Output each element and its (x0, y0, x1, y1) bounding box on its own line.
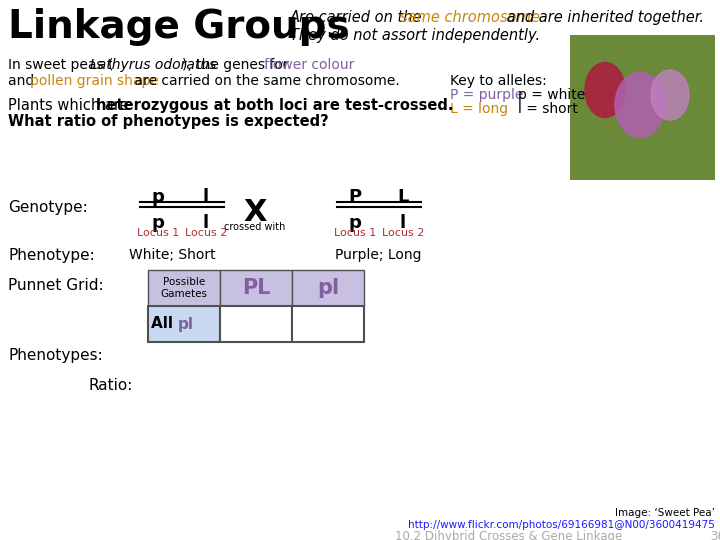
Text: White; Short: White; Short (129, 248, 215, 262)
Text: Ratio:: Ratio: (88, 378, 132, 393)
Text: Locus 1: Locus 1 (334, 228, 376, 238)
Text: P = purple: P = purple (450, 88, 523, 102)
Text: Locus 2: Locus 2 (382, 228, 424, 238)
Text: pl: pl (317, 278, 339, 298)
Text: p: p (152, 188, 164, 206)
FancyBboxPatch shape (148, 270, 220, 306)
Text: They do not assort independently.: They do not assort independently. (290, 28, 540, 43)
Text: X: X (243, 198, 266, 227)
Text: pl: pl (178, 316, 194, 332)
Text: crossed with: crossed with (225, 222, 286, 232)
Text: In sweet peas (: In sweet peas ( (8, 58, 114, 72)
Text: Locus 2: Locus 2 (185, 228, 228, 238)
FancyBboxPatch shape (220, 270, 292, 306)
Text: flower colour: flower colour (264, 58, 354, 72)
Ellipse shape (615, 72, 665, 138)
Text: Key to alleles:: Key to alleles: (450, 74, 546, 88)
Text: Genotype:: Genotype: (8, 200, 88, 215)
Text: Image: ‘Sweet Pea’: Image: ‘Sweet Pea’ (615, 508, 715, 518)
Bar (570, 35, 715, 180)
Text: All: All (150, 316, 178, 332)
Text: l: l (203, 188, 209, 206)
Text: http://www.flickr.com/photos/69166981@N00/3600419475: http://www.flickr.com/photos/69166981@N0… (408, 520, 715, 530)
Text: l: l (203, 214, 209, 232)
Text: p = white: p = white (518, 88, 585, 102)
Text: 10.2 Dihybrid Crosses & Gene Linkage: 10.2 Dihybrid Crosses & Gene Linkage (395, 530, 622, 540)
Text: p: p (348, 214, 361, 232)
FancyBboxPatch shape (292, 306, 364, 342)
Text: Linkage Groups: Linkage Groups (8, 8, 350, 46)
Text: are carried on the same chromosome.: are carried on the same chromosome. (130, 74, 400, 88)
Text: heterozygous at both loci are test-crossed.: heterozygous at both loci are test-cross… (96, 98, 454, 113)
FancyBboxPatch shape (292, 270, 364, 306)
Text: P: P (348, 188, 361, 206)
Text: Lathyrus odoratus: Lathyrus odoratus (90, 58, 217, 72)
Text: and: and (8, 74, 39, 88)
Text: Phenotypes:: Phenotypes: (8, 348, 103, 363)
Text: l = short: l = short (518, 102, 578, 116)
Text: Locus 1: Locus 1 (137, 228, 179, 238)
Text: L: L (397, 188, 409, 206)
Ellipse shape (651, 70, 689, 120)
Text: l: l (400, 214, 406, 232)
Text: and are inherited together.: and are inherited together. (502, 10, 704, 25)
Text: Phenotype:: Phenotype: (8, 248, 95, 263)
Text: What ratio of phenotypes is expected?: What ratio of phenotypes is expected? (8, 114, 329, 129)
Ellipse shape (585, 63, 625, 118)
Text: Punnet Grid:: Punnet Grid: (8, 278, 104, 293)
FancyBboxPatch shape (148, 306, 220, 342)
Text: Purple; Long: Purple; Long (335, 248, 421, 262)
Text: Possible
Gametes: Possible Gametes (161, 277, 207, 299)
Text: p: p (152, 214, 164, 232)
Text: L = long: L = long (450, 102, 508, 116)
Text: 36: 36 (710, 530, 720, 540)
Text: PL: PL (242, 278, 270, 298)
Text: same chromosome: same chromosome (400, 10, 540, 25)
FancyBboxPatch shape (220, 306, 292, 342)
Text: Are carried on the: Are carried on the (290, 10, 427, 25)
Text: pollen grain shape: pollen grain shape (30, 74, 159, 88)
Text: ), the genes for: ), the genes for (182, 58, 293, 72)
Text: Plants which are: Plants which are (8, 98, 133, 113)
